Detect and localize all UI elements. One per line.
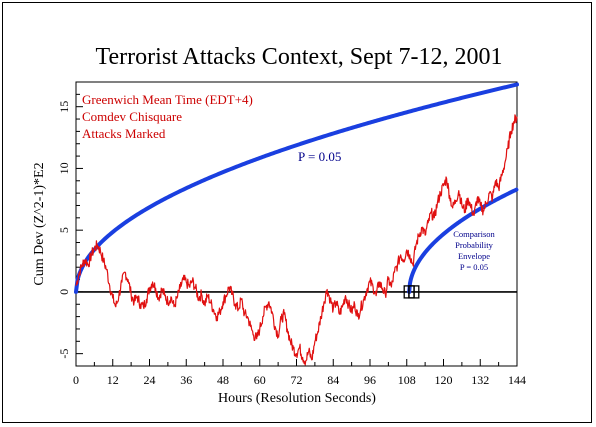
legend-line-gmt: Greenwich Mean Time (EDT+4) bbox=[82, 92, 253, 107]
x-tick-label: 48 bbox=[217, 373, 229, 387]
y-tick-label: 5 bbox=[57, 227, 71, 233]
envelope-upper-line bbox=[74, 82, 519, 294]
x-tick-label: 84 bbox=[327, 373, 339, 387]
x-tick-label: 144 bbox=[508, 373, 526, 387]
chart-title: Terrorist Attacks Context, Sept 7-12, 20… bbox=[96, 44, 503, 70]
x-tick-label: 0 bbox=[73, 373, 79, 387]
envelope-comparison-line bbox=[407, 187, 519, 294]
attack-markers bbox=[403, 285, 420, 299]
legend-line-attacks: Attacks Marked bbox=[82, 126, 166, 141]
x-tick-label: 132 bbox=[471, 373, 489, 387]
x-tick-label: 120 bbox=[435, 373, 453, 387]
x-tick-label: 60 bbox=[254, 373, 266, 387]
x-tick-label: 96 bbox=[364, 373, 376, 387]
legend-line-comdev: Comdev Chisquare bbox=[82, 109, 182, 124]
x-tick-label: 24 bbox=[144, 373, 156, 387]
x-tick-label: 108 bbox=[398, 373, 416, 387]
x-axis: 0 12 24 36 48 60 72 84 96 108 120 132 144 bbox=[73, 359, 526, 387]
envelope-label-line-1: Comparison bbox=[453, 229, 495, 239]
y-tick-label: 15 bbox=[57, 101, 71, 113]
chart-frame bbox=[2, 2, 592, 423]
p-value-label: P = 0.05 bbox=[298, 149, 341, 164]
y-tick-label: 0 bbox=[57, 289, 71, 295]
plot-area bbox=[75, 81, 518, 367]
x-tick-label: 72 bbox=[291, 373, 303, 387]
y-tick-label: -5 bbox=[57, 349, 71, 359]
x-tick-label: 12 bbox=[107, 373, 119, 387]
envelope-label-line-2: Probability bbox=[455, 240, 494, 250]
x-axis-label: Hours (Resolution Seconds) bbox=[218, 391, 376, 406]
y-axis-label: Cum Dev (Z^2-1)*E2 bbox=[32, 162, 47, 285]
y-tick-label: 10 bbox=[57, 162, 71, 174]
data-series-line bbox=[75, 114, 518, 366]
envelope-label-line-4: P = 0.05 bbox=[460, 262, 488, 272]
envelope-label-line-3: Envelope bbox=[458, 251, 490, 261]
x-tick-label: 36 bbox=[180, 373, 192, 387]
y-axis: -5 0 5 10 15 bbox=[57, 81, 83, 367]
